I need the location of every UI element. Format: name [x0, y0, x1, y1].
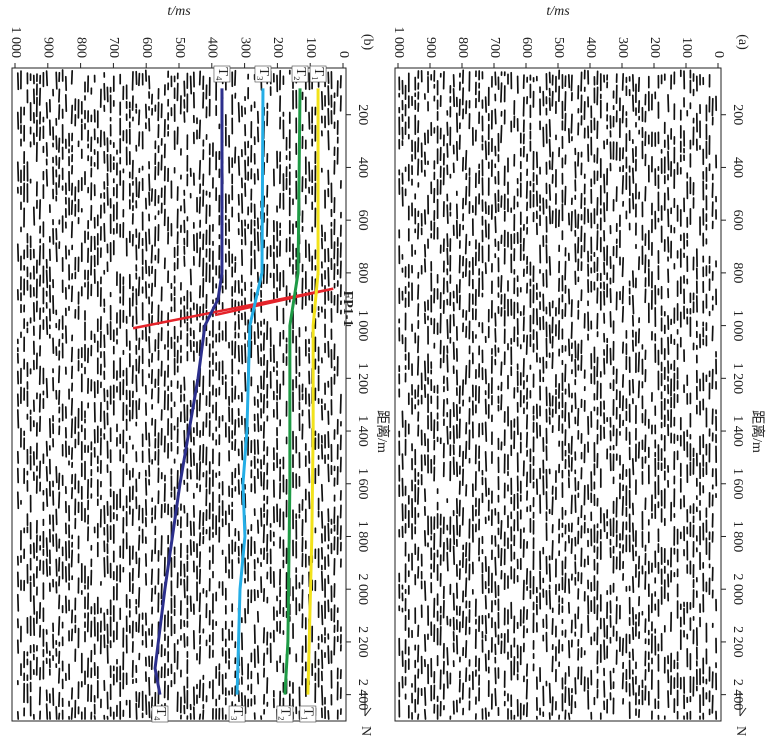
- plot-frame: [394, 67, 722, 722]
- horizon-label: T₃: [256, 67, 271, 81]
- x-tick-label: 2 000: [730, 573, 745, 605]
- x-tick-label: 600: [355, 210, 370, 231]
- rotated-frame: 200 400 600 800 1 000 1 200 1 400 1 600 1 800 2 0…: [8, 4, 766, 736]
- x-tick-label: 1 800: [730, 521, 745, 553]
- x-tick-label: 600: [730, 210, 745, 231]
- y-tick-label: 500: [551, 37, 566, 58]
- panel-label: (b): [360, 34, 375, 51]
- y-tick-label: 600: [139, 37, 154, 58]
- y-tick-label: 1 000: [391, 27, 406, 59]
- y-tick-label: 700: [106, 37, 121, 58]
- y-tick-label: 100: [679, 37, 694, 58]
- seismic-texture: [398, 69, 718, 720]
- y-tick-label: 400: [205, 37, 220, 58]
- x-tick-label: 2 000: [355, 573, 370, 605]
- north-arrow-head: [739, 707, 747, 717]
- x-tick-label: 1 200: [730, 363, 745, 395]
- horizon-line: [306, 88, 320, 695]
- y-tick-label: 300: [615, 37, 630, 58]
- fault-line: [214, 287, 334, 317]
- horizon-tag: [228, 705, 246, 723]
- x-tick-label: 200: [730, 104, 745, 125]
- panel: 200 400 600 800 1 000 1 200 1 400 1 600 1 800 2 0…: [8, 4, 391, 736]
- north-arrow-head: [364, 707, 372, 717]
- x-tick-label: 1 200: [355, 363, 370, 395]
- y-tick-label: 900: [423, 37, 438, 58]
- horizon-tag: [299, 705, 317, 723]
- x-tick-label: 2 200: [730, 626, 745, 658]
- horizon-tag: [254, 65, 272, 83]
- panel: 200 400 600 800 1 000 1 200 1 400 1 600 1 800 2 0…: [391, 4, 766, 736]
- x-tick-label: 1 600: [355, 468, 370, 500]
- y-tick-label: 500: [172, 37, 187, 58]
- horizon-label: T₂: [278, 707, 293, 721]
- x-tick-label: 200: [355, 104, 370, 125]
- horizon-label: T₄: [215, 67, 230, 81]
- y-tick-label: 800: [73, 37, 88, 58]
- north-label: N: [733, 726, 748, 736]
- x-tick-label: 1 800: [355, 521, 370, 553]
- horizon-tag: [151, 705, 169, 723]
- horizon-tag: [291, 65, 309, 83]
- horizon-line: [153, 88, 224, 695]
- y-tick-label: 200: [270, 37, 285, 58]
- x-tick-label: 2 400: [730, 679, 745, 711]
- y-tick-label: 700: [487, 37, 502, 58]
- horizon-line: [235, 88, 265, 695]
- horizon-label: T₂: [293, 67, 308, 81]
- x-tick-label: 2 200: [355, 626, 370, 658]
- y-axis-label: t/ms: [546, 4, 570, 19]
- x-tick-label: 1 000: [355, 310, 370, 342]
- x-tick-label: 2 400: [355, 679, 370, 711]
- x-axis-label: 距离/m: [374, 410, 391, 453]
- horizon-tag: [276, 705, 294, 723]
- y-tick-label: 800: [455, 37, 470, 58]
- y-tick-label: 200: [647, 37, 662, 58]
- horizon-label: T₁: [311, 67, 326, 80]
- y-tick-label: 1 000: [8, 27, 23, 59]
- y-tick-label: 600: [519, 37, 534, 58]
- y-tick-label: 300: [237, 37, 252, 58]
- x-tick-label: 800: [730, 262, 745, 283]
- horizon-label: T₄: [153, 707, 168, 721]
- horizon-tag: [309, 65, 327, 83]
- y-tick-label: 0: [336, 51, 351, 58]
- x-tick-label: 400: [355, 157, 370, 178]
- horizon-label: T₁: [301, 707, 316, 720]
- north-label: N: [358, 726, 373, 736]
- x-tick-label: 1 400: [730, 415, 745, 447]
- horizon-label: T₃: [230, 707, 245, 721]
- y-tick-label: 400: [583, 37, 598, 58]
- x-tick-label: 1 000: [730, 310, 745, 342]
- seismic-texture: [16, 69, 342, 720]
- y-tick-label: 0: [711, 51, 726, 58]
- x-tick-label: 400: [730, 157, 745, 178]
- horizon-line: [283, 88, 302, 695]
- x-tick-label: 800: [355, 262, 370, 283]
- x-axis-label: 距离/m: [749, 410, 766, 453]
- fault-label: FP1-1: [340, 291, 355, 327]
- y-tick-label: 100: [303, 37, 318, 58]
- x-tick-label: 1 400: [355, 415, 370, 447]
- panel-label: (a): [735, 34, 750, 50]
- x-tick-label: 1 600: [730, 468, 745, 500]
- horizon-tag: [213, 65, 231, 83]
- y-tick-label: 900: [41, 37, 56, 58]
- y-axis-label: t/ms: [167, 4, 191, 19]
